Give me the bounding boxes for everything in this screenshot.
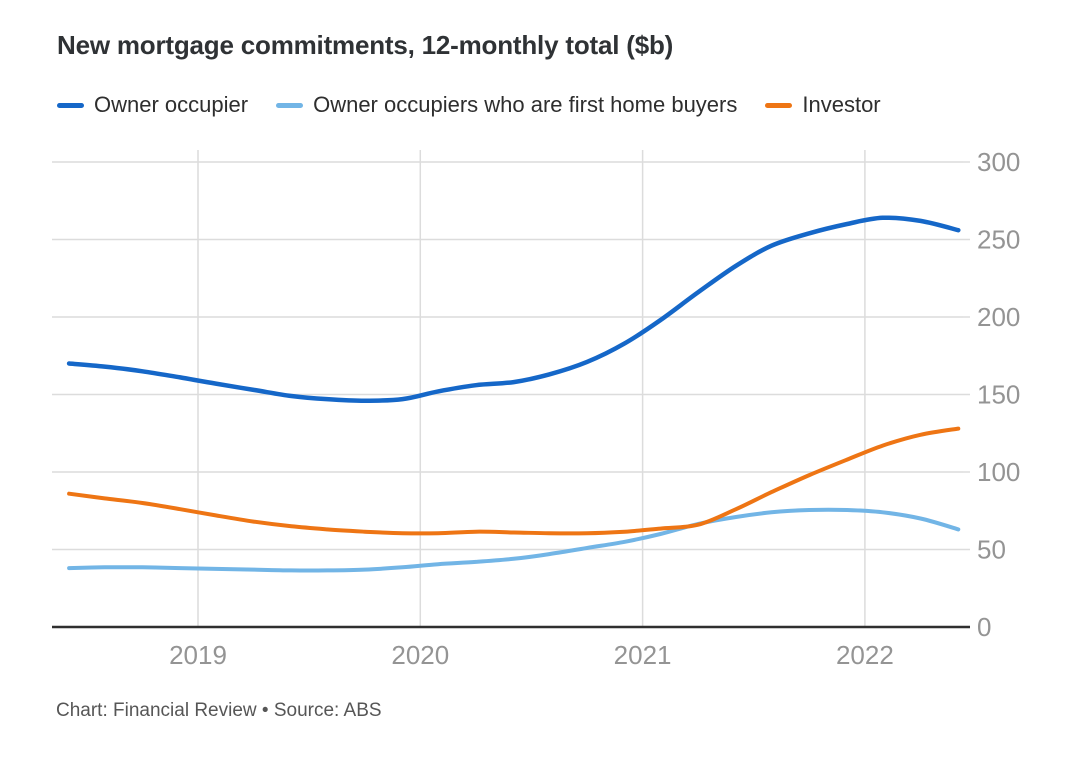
y-axis-tick-label: 250 [977,225,1020,255]
legend-swatch-first-home-buyers [276,102,304,108]
y-axis-tick-label: 200 [977,302,1020,332]
y-axis-tick-label: 100 [977,457,1020,487]
x-axis-tick-label: 2021 [614,640,672,670]
series-line-investor [67,426,961,536]
y-axis-tick-label: 300 [977,147,1020,177]
x-axis-tick-label: 2020 [391,640,449,670]
grid-layer [52,150,970,629]
chart-source-note: Chart: Financial Review • Source: ABS [56,700,382,721]
x-axis-tick-label: 2022 [836,640,894,670]
y-axis-tick-label: 50 [977,535,1006,565]
legend-item-investor: Investor [765,92,881,118]
legend-swatch-owner-occupier [57,102,84,108]
y-axis-tick-label: 150 [977,380,1020,410]
legend-label-first-home-buyers: Owner occupiers who are first home buyer… [313,92,738,117]
series-line-owner-occupier [66,215,961,403]
x-axis-tick-label: 2019 [169,640,227,670]
y-axis-tick-label: 0 [977,612,991,642]
legend-label-owner-occupier: Owner occupier [94,92,249,117]
axis-label-layer: 2019 2020 2021 2022 300 250 200 150 100 50 0 [169,147,1020,670]
legend-label-investor: Investor [802,92,881,117]
chart-legend: Owner occupier Owner occupiers who are f… [57,92,881,118]
legend-item-owner-occupier: Owner occupier [57,92,248,118]
series-layer [66,215,961,573]
chart-title: New mortgage commitments, 12-monthly tot… [57,30,674,60]
series-line-owner-occupiers-who-are-first-home-buyers [67,507,961,573]
legend-swatch-investor [765,102,793,108]
legend-item-first-home-buyers: Owner occupiers who are first home buyer… [276,92,737,118]
